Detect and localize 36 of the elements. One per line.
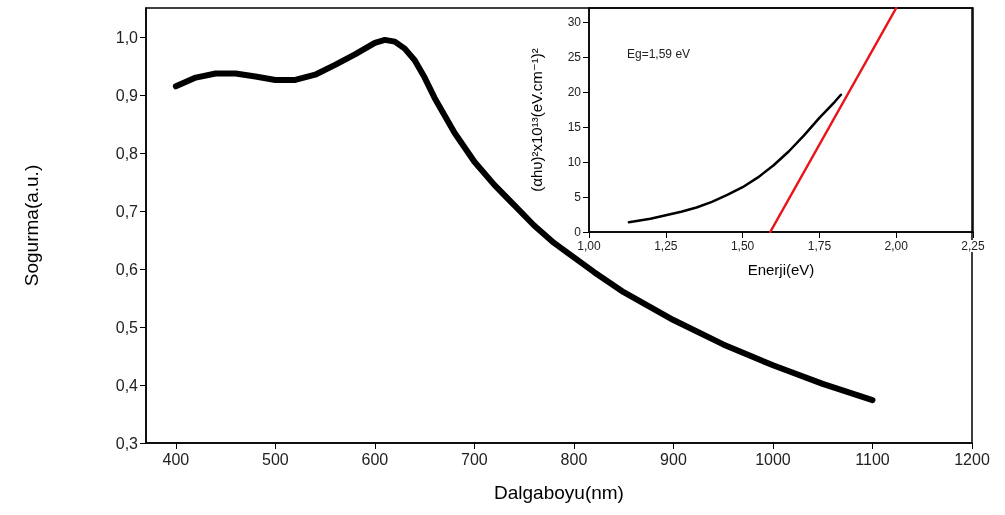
y-tick-label: 25	[567, 50, 582, 64]
y-tick-label: 30	[567, 15, 582, 29]
x-tick-label: 1,25	[654, 239, 678, 253]
x-tick-label: 600	[361, 450, 389, 468]
y-tick-label: 15	[567, 120, 582, 134]
y-tick-label: 0,6	[115, 260, 139, 278]
y-tick-label: 0,4	[115, 376, 139, 394]
x-tick-label: 500	[262, 450, 289, 468]
y-tick-label: 5	[574, 190, 582, 204]
x-tick-label: 800	[560, 450, 588, 468]
y-tick-label: 0,7	[115, 202, 139, 220]
x-axis-title: Enerji(eV)	[747, 261, 815, 278]
x-tick-label: 1,00	[577, 239, 601, 253]
x-tick-label: 900	[660, 450, 687, 468]
x-tick-label: 2,25	[961, 239, 985, 253]
y-tick-label: 0,8	[115, 144, 139, 162]
x-tick-label: 1100	[855, 450, 890, 468]
x-tick-label: 1200	[954, 450, 990, 468]
x-tick-label: 1000	[755, 450, 791, 468]
x-tick-label: 1,50	[730, 239, 755, 253]
x-tick-label: 2,00	[884, 239, 909, 253]
x-tick-label: 700	[461, 450, 488, 468]
y-axis-title: Sogurma(a.u.)	[21, 164, 42, 287]
y-tick-label: 10	[567, 155, 582, 169]
y-tick-label: 0	[574, 225, 582, 239]
annotation: Eg=1,59 eV	[627, 47, 691, 61]
y-tick-label: 20	[567, 85, 582, 99]
y-axis-title: (αhυ)²x10¹³(eV.cm⁻¹)²	[528, 48, 545, 192]
x-tick-label: 400	[162, 450, 190, 468]
y-tick-label: 0,3	[115, 434, 139, 452]
y-tick-label: 0,9	[115, 86, 139, 104]
y-tick-label: 1,0	[115, 28, 139, 46]
x-axis-title: Dalgaboyu(nm)	[494, 482, 624, 503]
x-tick-label: 1,75	[807, 239, 832, 253]
y-tick-label: 0,5	[115, 318, 139, 336]
line-series	[627, 93, 843, 224]
